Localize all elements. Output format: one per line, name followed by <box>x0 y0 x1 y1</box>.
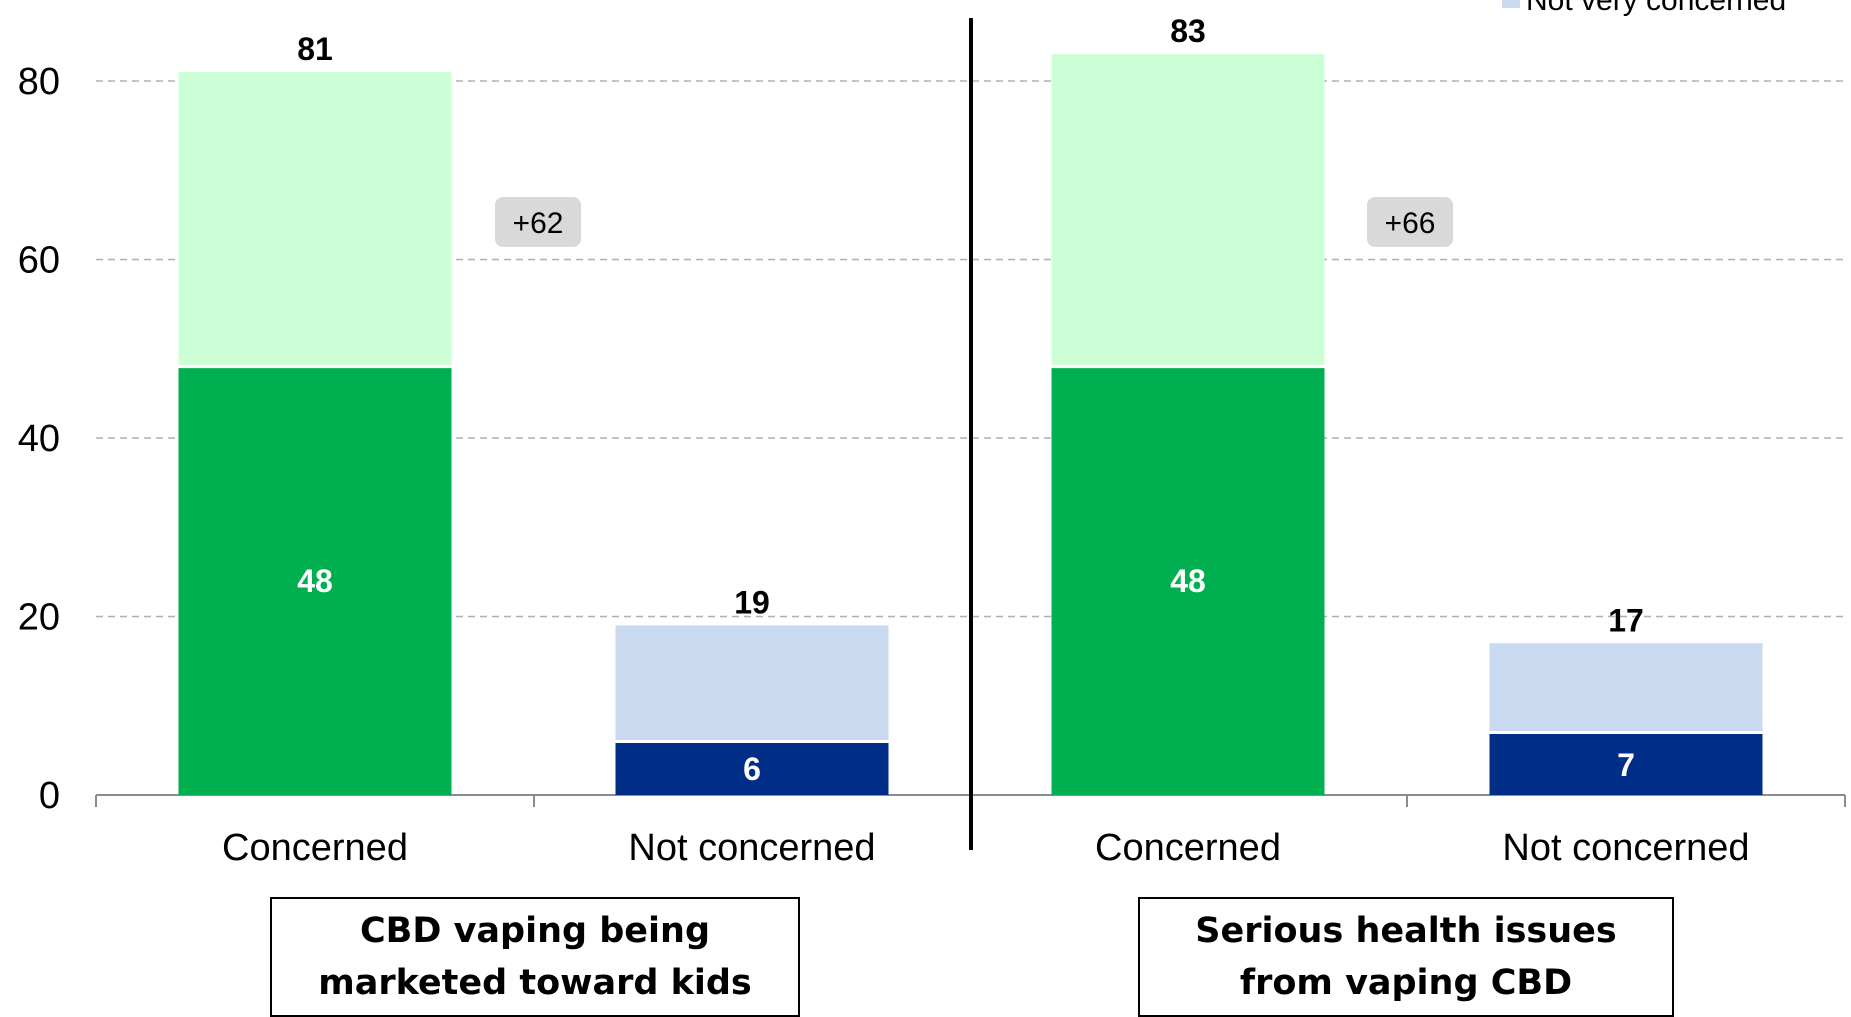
bar-segment-strong-g0-not-concerned <box>615 741 889 795</box>
bar-total-label-g1-not-concerned: 17 <box>1608 602 1644 638</box>
bar-segment-light-g0-concerned <box>178 72 452 367</box>
bar-strong-label-g1-not-concerned: 7 <box>1617 747 1635 783</box>
y-tick-label-80: 80 <box>18 61 60 103</box>
bar-segment-light-g1-not-concerned <box>1489 643 1763 733</box>
group-label-health-issues: Serious health issues from vaping CBD <box>1138 897 1674 1017</box>
diff-badge-label-0: +62 <box>513 207 564 240</box>
category-label-g1-not-concerned: Not concerned <box>1502 827 1749 869</box>
bar-strong-label-g1-concerned: 48 <box>1170 563 1206 599</box>
y-tick-label-0: 0 <box>39 775 60 817</box>
category-label-g1-concerned: Concerned <box>1095 827 1281 869</box>
bar-segment-strong-g1-not-concerned <box>1489 732 1763 795</box>
diff-badge-1 <box>1367 197 1453 247</box>
diff-badge-0 <box>495 197 581 247</box>
group-label-text: CBD vaping being marketed toward kids <box>318 911 752 1003</box>
diff-badge-label-1: +66 <box>1385 207 1436 240</box>
y-tick-label-60: 60 <box>18 240 60 282</box>
bar-segment-light-g1-concerned <box>1051 54 1325 367</box>
bar-total-label-g0-not-concerned: 19 <box>734 584 770 620</box>
legend-swatch-not-very-concerned <box>1502 0 1520 8</box>
y-tick-label-20: 20 <box>18 597 60 639</box>
bar-strong-label-g0-concerned: 48 <box>297 563 333 599</box>
bar-segment-light-g0-not-concerned <box>615 625 889 742</box>
y-tick-label-40: 40 <box>18 418 60 460</box>
category-label-g0-not-concerned: Not concerned <box>628 827 875 869</box>
bar-total-label-g1-concerned: 83 <box>1170 13 1206 49</box>
bar-strong-label-g0-not-concerned: 6 <box>743 751 761 787</box>
bar-segment-strong-g1-concerned <box>1051 366 1325 795</box>
bar-segment-strong-g0-concerned <box>178 366 452 795</box>
group-label-cbd-marketing: CBD vaping being marketed toward kids <box>270 897 800 1017</box>
bar-total-label-g0-concerned: 81 <box>297 31 333 67</box>
group-label-text: Serious health issues from vaping CBD <box>1195 911 1617 1003</box>
category-label-g0-concerned: Concerned <box>222 827 408 869</box>
legend-label-not-very-concerned: Not very concerned <box>1526 0 1786 17</box>
